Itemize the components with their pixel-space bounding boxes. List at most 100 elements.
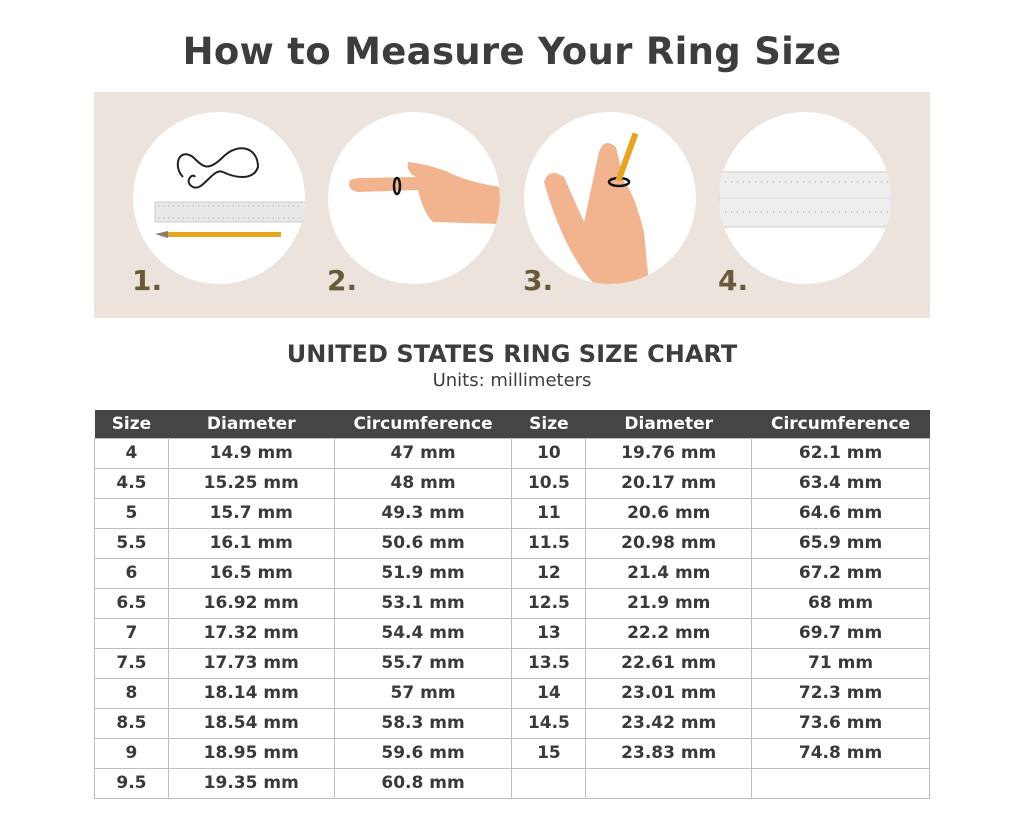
size-cell: 4 bbox=[94, 437, 169, 469]
circumference-cell: 48 mm bbox=[333, 467, 513, 499]
diameter-cell: 19.76 mm bbox=[585, 437, 753, 469]
size-cell: 7.5 bbox=[94, 647, 169, 679]
table-row: 9.5 19.35 mm 60.8 mm bbox=[94, 767, 930, 799]
diameter-cell: 14.9 mm bbox=[167, 437, 335, 469]
circumference-cell: 54.4 mm bbox=[333, 617, 513, 649]
diameter-cell: 15.7 mm bbox=[167, 497, 335, 529]
diameter-cell: 22.61 mm bbox=[585, 647, 753, 679]
size-cell: 11 bbox=[511, 497, 587, 529]
circumference-cell: 68 mm bbox=[751, 587, 930, 619]
step-number: 2. bbox=[327, 264, 358, 297]
size-cell bbox=[511, 767, 587, 799]
table-row: 8 18.14 mm 57 mm 14 23.01 mm 72.3 mm bbox=[94, 677, 930, 709]
table-row: 6 16.5 mm 51.9 mm 12 21.4 mm 67.2 mm bbox=[94, 557, 930, 589]
diameter-cell: 21.9 mm bbox=[585, 587, 753, 619]
size-cell: 10.5 bbox=[511, 467, 587, 499]
circumference-cell: 57 mm bbox=[333, 677, 513, 709]
column-header: Circumference bbox=[751, 410, 930, 438]
circumference-cell: 55.7 mm bbox=[333, 647, 513, 679]
circumference-cell: 69.7 mm bbox=[751, 617, 930, 649]
diameter-cell: 23.83 mm bbox=[585, 737, 753, 769]
circumference-cell: 53.1 mm bbox=[333, 587, 513, 619]
circumference-cell: 74.8 mm bbox=[751, 737, 930, 769]
size-cell: 8 bbox=[94, 677, 169, 709]
diameter-cell: 18.14 mm bbox=[167, 677, 335, 709]
circumference-cell: 73.6 mm bbox=[751, 707, 930, 739]
circumference-cell: 47 mm bbox=[333, 437, 513, 469]
step-number: 3. bbox=[523, 264, 554, 297]
diameter-cell: 16.92 mm bbox=[167, 587, 335, 619]
size-cell: 5.5 bbox=[94, 527, 169, 559]
column-header: Size bbox=[94, 410, 169, 438]
diameter-cell: 23.42 mm bbox=[585, 707, 753, 739]
table-row: 9 18.95 mm 59.6 mm 15 23.83 mm 74.8 mm bbox=[94, 737, 930, 769]
diameter-cell: 17.32 mm bbox=[167, 617, 335, 649]
diameter-cell: 20.98 mm bbox=[585, 527, 753, 559]
step-1: 1. bbox=[94, 92, 305, 318]
size-cell: 6.5 bbox=[94, 587, 169, 619]
size-cell: 6 bbox=[94, 557, 169, 589]
chart-title: UNITED STATES RING SIZE CHART bbox=[286, 340, 738, 368]
diameter-cell: 22.2 mm bbox=[585, 617, 753, 649]
circumference-cell: 58.3 mm bbox=[333, 707, 513, 739]
diameter-cell: 23.01 mm bbox=[585, 677, 753, 709]
size-cell: 5 bbox=[94, 497, 169, 529]
diameter-cell: 16.1 mm bbox=[167, 527, 335, 559]
diameter-cell: 20.17 mm bbox=[585, 467, 753, 499]
diameter-cell: 16.5 mm bbox=[167, 557, 335, 589]
units-label: Units: millimeters bbox=[432, 370, 592, 391]
circumference-cell: 60.8 mm bbox=[333, 767, 513, 799]
mark-string-with-pencil-illustration bbox=[524, 112, 696, 284]
table-row: 8.5 18.54 mm 58.3 mm 14.5 23.42 mm 73.6 mm bbox=[94, 707, 930, 739]
page-title: How to Measure Your Ring Size bbox=[182, 30, 842, 73]
size-cell: 9 bbox=[94, 737, 169, 769]
circumference-cell: 62.1 mm bbox=[751, 437, 930, 469]
size-cell: 14 bbox=[511, 677, 587, 709]
table-row: 5 15.7 mm 49.3 mm 11 20.6 mm 64.6 mm bbox=[94, 497, 930, 529]
table-row: 7 17.32 mm 54.4 mm 13 22.2 mm 69.7 mm bbox=[94, 617, 930, 649]
size-cell: 7 bbox=[94, 617, 169, 649]
circumference-cell: 49.3 mm bbox=[333, 497, 513, 529]
table-row: 7.5 17.73 mm 55.7 mm 13.5 22.61 mm 71 mm bbox=[94, 647, 930, 679]
string-ruler-pencil-illustration bbox=[133, 112, 305, 284]
size-cell: 9.5 bbox=[94, 767, 169, 799]
table-row: 4 14.9 mm 47 mm 10 19.76 mm 62.1 mm bbox=[94, 437, 930, 469]
string-around-finger-illustration bbox=[328, 112, 500, 284]
size-cell: 12.5 bbox=[511, 587, 587, 619]
step-3: 3. bbox=[485, 92, 696, 318]
circumference-cell: 50.6 mm bbox=[333, 527, 513, 559]
size-cell: 13 bbox=[511, 617, 587, 649]
table-row: 5.5 16.1 mm 50.6 mm 11.5 20.98 mm 65.9 mm bbox=[94, 527, 930, 559]
table-row: 4.5 15.25 mm 48 mm 10.5 20.17 mm 63.4 mm bbox=[94, 467, 930, 499]
circumference-cell: 72.3 mm bbox=[751, 677, 930, 709]
circumference-cell bbox=[751, 767, 930, 799]
size-cell: 12 bbox=[511, 557, 587, 589]
column-header: Size bbox=[511, 410, 586, 438]
circumference-cell: 51.9 mm bbox=[333, 557, 513, 589]
column-header: Circumference bbox=[334, 410, 512, 438]
step-number: 1. bbox=[132, 264, 163, 297]
table-header: Size Diameter Circumference Size Diameter Cir… bbox=[94, 410, 930, 438]
size-cell: 4.5 bbox=[94, 467, 169, 499]
diameter-cell: 17.73 mm bbox=[167, 647, 335, 679]
circumference-cell: 63.4 mm bbox=[751, 467, 930, 499]
size-cell: 14.5 bbox=[511, 707, 587, 739]
diameter-cell: 15.25 mm bbox=[167, 467, 335, 499]
diameter-cell: 21.4 mm bbox=[585, 557, 753, 589]
size-cell: 10 bbox=[511, 437, 587, 469]
instruction-panel: 1. 2. 3. 4. bbox=[94, 92, 930, 318]
step-2: 2. bbox=[289, 92, 500, 318]
ring-size-table: Size Diameter Circumference Size Diameter Cir… bbox=[94, 410, 930, 799]
circumference-cell: 59.6 mm bbox=[333, 737, 513, 769]
size-cell: 11.5 bbox=[511, 527, 587, 559]
diameter-cell: 18.95 mm bbox=[167, 737, 335, 769]
diameter-cell bbox=[585, 767, 753, 799]
diameter-cell: 18.54 mm bbox=[167, 707, 335, 739]
size-cell: 15 bbox=[511, 737, 587, 769]
ruler-measure-illustration bbox=[719, 112, 891, 284]
step-4: 4. bbox=[680, 92, 891, 318]
circumference-cell: 71 mm bbox=[751, 647, 930, 679]
circumference-cell: 67.2 mm bbox=[751, 557, 930, 589]
table-row: 6.5 16.92 mm 53.1 mm 12.5 21.9 mm 68 mm bbox=[94, 587, 930, 619]
column-header: Diameter bbox=[585, 410, 752, 438]
